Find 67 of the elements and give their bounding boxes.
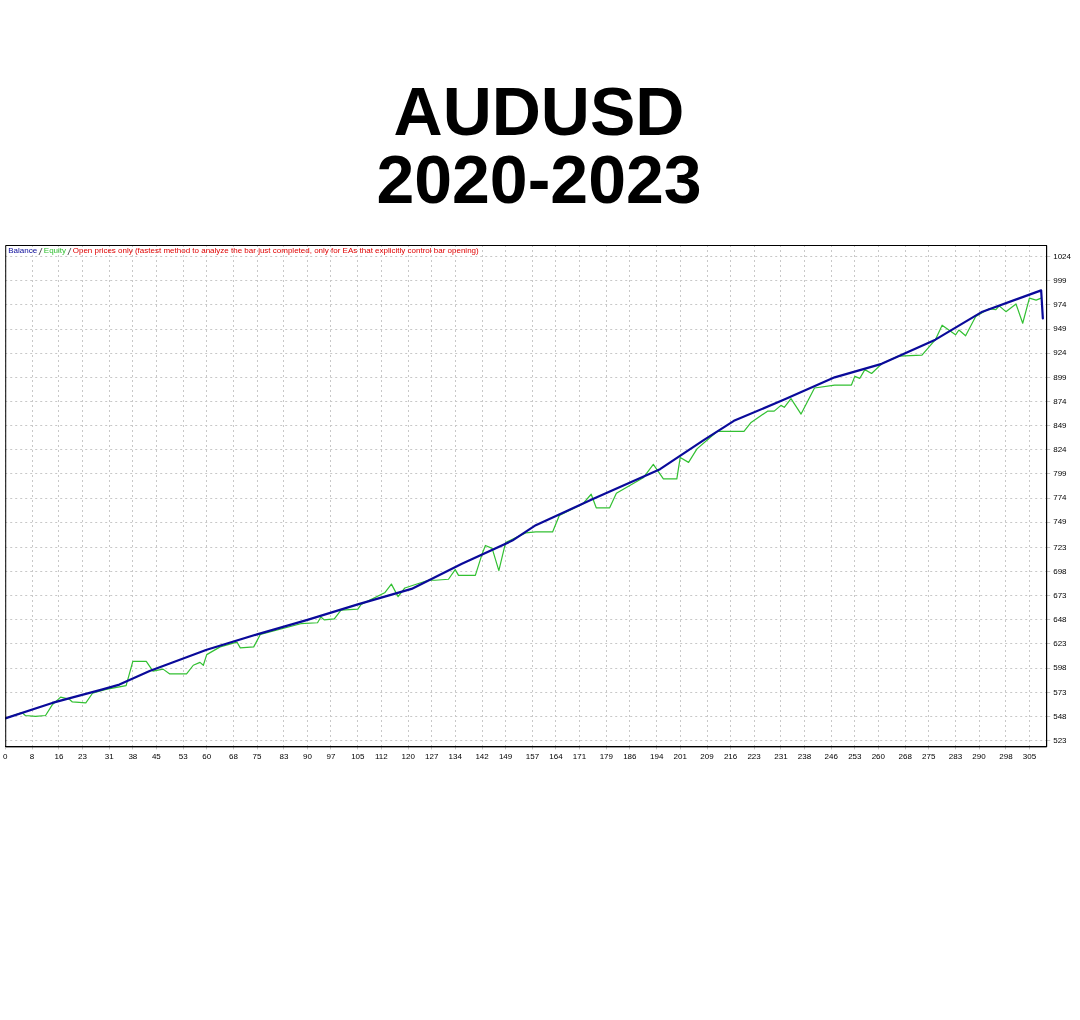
x-tick-label: 186 [623, 752, 638, 762]
annotation: Open prices only (fastest method to analyze the bar just completed, only for EAs that explicitly control bar opening) [72, 246, 480, 256]
text: Balance [8, 246, 38, 256]
x-tick-label: 120 [401, 752, 416, 762]
y-tick-label: 573 [1053, 687, 1068, 697]
y-tick-label: 874 [1053, 396, 1068, 406]
x-tick-label: 171 [572, 752, 587, 762]
x-tick-label: 283 [948, 752, 963, 762]
x-tick-label: 31 [104, 752, 115, 762]
x-tick-label: 90 [302, 752, 313, 762]
x-tick-label: 157 [525, 752, 540, 762]
x-tick-label: 45 [151, 752, 162, 762]
x-tick-label: 142 [475, 752, 490, 762]
x-tick-label: 0 [3, 752, 8, 762]
y-tick-label: 774 [1053, 493, 1068, 503]
y-tick-label: 924 [1053, 348, 1068, 358]
y-tick-label: 598 [1053, 663, 1068, 673]
y-tick-label: 749 [1053, 517, 1068, 527]
x-tick-label: 127 [425, 752, 439, 762]
x-tick-label: 75 [252, 752, 263, 762]
y-tick-label: 623 [1053, 639, 1068, 649]
x-tick-label: 260 [871, 752, 886, 762]
text: Equity [43, 246, 67, 256]
y-tick-label: 824 [1053, 445, 1068, 455]
x-tick-label: 105 [351, 752, 366, 762]
y-tick-label: 899 [1053, 372, 1068, 382]
x-tick-label: 246 [824, 752, 839, 762]
y-tick-label: 974 [1053, 300, 1068, 310]
x-tick-label: 298 [999, 752, 1014, 762]
x-tick-label: 53 [178, 752, 189, 762]
y-tick-label: 1024 [1053, 251, 1072, 261]
y-tick-label: 799 [1053, 469, 1068, 479]
y-tick-label: 698 [1053, 566, 1068, 576]
x-tick-label: 83 [279, 752, 289, 762]
x-tick-label: 60 [202, 752, 212, 762]
x-tick-label: 149 [498, 752, 513, 762]
x-tick-label: 97 [326, 752, 336, 762]
x-tick-label: 201 [673, 752, 688, 762]
x-tick-label: 223 [747, 752, 762, 762]
y-tick-label: 849 [1053, 420, 1068, 430]
y-tick-label: 548 [1053, 711, 1068, 721]
x-tick-label: 23 [78, 752, 88, 762]
y-tick-label: 949 [1053, 324, 1068, 334]
x-tick-label: 194 [650, 752, 664, 762]
x-tick-label: 179 [599, 752, 614, 762]
x-tick-label: 8 [29, 752, 35, 762]
x-tick-label: 112 [374, 752, 389, 762]
y-tick-label: 523 [1053, 735, 1068, 745]
x-tick-label: 231 [774, 752, 789, 762]
x-tick-label: 209 [700, 752, 715, 762]
x-tick-label: 268 [898, 752, 913, 762]
y-tick-label: 999 [1053, 275, 1068, 285]
chart-title: AUDUSD 2020-2023 [376, 72, 702, 217]
y-tick-label: 673 [1053, 590, 1068, 600]
x-tick-label: 216 [723, 752, 738, 762]
y-tick-label: 648 [1053, 615, 1068, 625]
x-tick-label: 38 [128, 752, 138, 762]
x-tick-label: 164 [549, 752, 564, 762]
x-tick-label: 253 [848, 752, 863, 762]
x-tick-label: 238 [797, 752, 812, 762]
x-tick-label: 275 [921, 752, 936, 762]
y-tick-label: 723 [1053, 542, 1068, 552]
x-tick-label: 134 [448, 752, 463, 762]
x-tick-label: 68 [229, 752, 239, 762]
x-tick-label: 290 [972, 752, 987, 762]
x-tick-label: 305 [1022, 752, 1037, 762]
x-tick-label: 16 [54, 752, 64, 762]
